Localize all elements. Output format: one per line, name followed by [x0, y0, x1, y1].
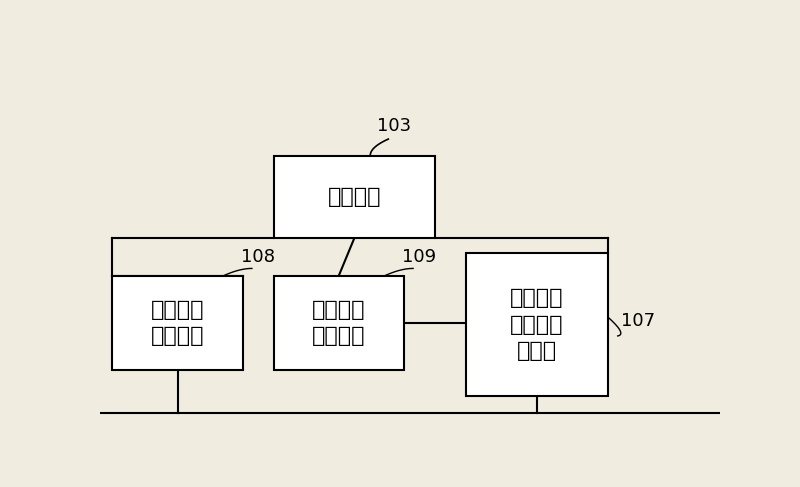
- Text: 接收单元: 接收单元: [327, 187, 381, 207]
- Text: 空口带宽
调度单元: 空口带宽 调度单元: [150, 300, 204, 346]
- Text: 103: 103: [378, 117, 411, 135]
- Text: 空口数据
块同步处
理单元: 空口数据 块同步处 理单元: [510, 288, 564, 361]
- FancyBboxPatch shape: [274, 156, 435, 239]
- FancyBboxPatch shape: [274, 276, 404, 370]
- Text: 108: 108: [241, 248, 275, 266]
- Text: 空口传输
处理单元: 空口传输 处理单元: [312, 300, 366, 346]
- FancyBboxPatch shape: [112, 276, 242, 370]
- Text: 107: 107: [621, 312, 655, 330]
- Text: 109: 109: [402, 248, 436, 266]
- FancyBboxPatch shape: [466, 253, 608, 396]
